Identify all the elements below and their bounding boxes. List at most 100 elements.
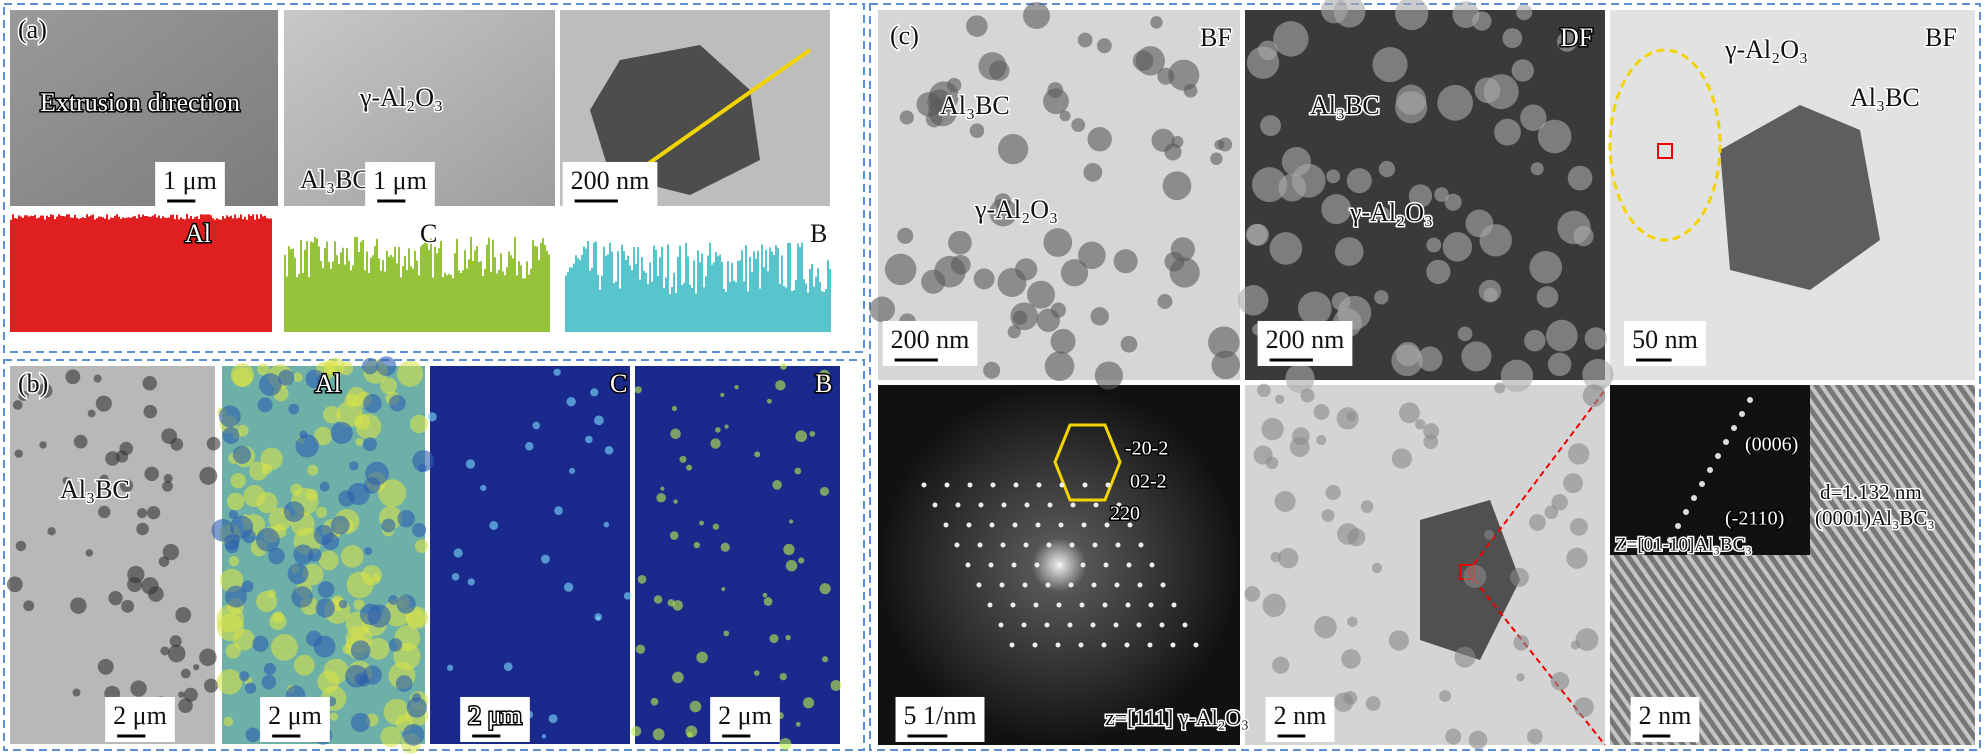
texture [589, 270, 591, 332]
zone-axis: Z=[01-10]Al₃BC₃ [1615, 534, 1752, 555]
texture [569, 267, 571, 332]
texture [821, 656, 829, 663]
texture [328, 261, 330, 332]
annotation: γ-Al₂O₃ [359, 83, 443, 112]
texture [1551, 494, 1568, 511]
texture [236, 424, 249, 437]
texture [118, 216, 120, 332]
texture [1573, 697, 1594, 718]
texture [652, 728, 665, 741]
texture [1103, 562, 1109, 568]
texture [252, 635, 269, 652]
texture [87, 409, 96, 418]
texture [753, 251, 755, 332]
texture [74, 214, 76, 332]
annotation: γ-Al₂O₃ [1349, 198, 1433, 227]
texture [37, 383, 53, 399]
texture [353, 599, 365, 611]
texture [689, 284, 691, 332]
texture [284, 254, 286, 332]
texture [541, 734, 547, 739]
texture [597, 274, 599, 332]
texture [358, 675, 370, 687]
texture [350, 270, 352, 332]
texture [150, 216, 152, 332]
texture [156, 217, 158, 332]
texture [747, 291, 749, 332]
texture [1325, 484, 1341, 501]
texture [244, 682, 257, 694]
texture [1138, 542, 1144, 548]
texture [1265, 456, 1279, 470]
texture [583, 246, 585, 332]
texture [412, 268, 414, 332]
texture [987, 602, 993, 608]
texture [542, 238, 544, 332]
texture [1426, 237, 1442, 253]
texture [819, 583, 831, 595]
texture [216, 669, 243, 695]
texture [182, 218, 184, 332]
texture [158, 215, 160, 332]
texture [609, 242, 611, 332]
texture [998, 622, 1004, 628]
texture [232, 218, 234, 332]
texture [530, 268, 532, 332]
texture [1494, 382, 1506, 394]
texture [653, 245, 655, 332]
texture [978, 52, 1007, 81]
texture [354, 413, 371, 430]
texture [1238, 285, 1269, 316]
texture [766, 398, 772, 404]
texture [1160, 582, 1166, 588]
texture [361, 565, 382, 586]
texture [168, 217, 170, 332]
texture [1557, 31, 1577, 52]
texture [630, 725, 642, 737]
texture [599, 289, 601, 332]
texture [1472, 11, 1492, 31]
texture [753, 670, 760, 676]
texture [789, 519, 794, 524]
texture [226, 215, 228, 332]
texture [126, 217, 128, 332]
texture [300, 240, 302, 332]
texture [354, 237, 356, 332]
texture [1208, 326, 1240, 359]
annotation: Al₃BC [1850, 83, 1920, 112]
texture [228, 216, 230, 332]
texture [310, 241, 312, 332]
texture [997, 268, 1027, 297]
scale-bar: 1 μm [373, 166, 427, 195]
texture [921, 482, 927, 488]
texture [65, 369, 81, 385]
texture [954, 542, 960, 548]
texture [1127, 522, 1133, 528]
texture [370, 257, 372, 332]
texture [446, 664, 454, 671]
texture [785, 634, 791, 641]
texture [1157, 67, 1175, 85]
texture [927, 89, 952, 115]
texture [689, 700, 702, 713]
texture [508, 251, 510, 332]
texture [978, 502, 984, 508]
texture [1444, 193, 1462, 211]
texture [1009, 642, 1015, 648]
texture [734, 385, 739, 390]
texture [575, 255, 577, 332]
texture [1391, 344, 1423, 377]
texture [715, 427, 721, 433]
texture [1043, 88, 1069, 115]
texture [763, 597, 773, 606]
texture [18, 390, 29, 402]
texture [829, 268, 831, 332]
texture [178, 691, 185, 698]
texture [120, 218, 122, 332]
texture [1257, 383, 1271, 398]
texture [596, 616, 601, 621]
texture [944, 482, 950, 488]
texture [22, 217, 24, 332]
texture [701, 253, 703, 332]
texture [635, 263, 637, 332]
